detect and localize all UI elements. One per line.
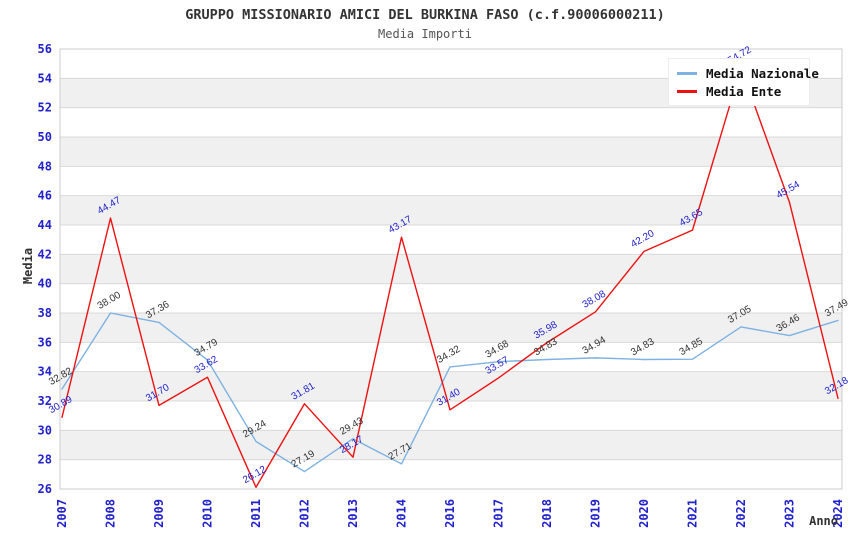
series-line-media-nazionale <box>61 312 839 473</box>
y-tick-label: 50 <box>38 130 52 144</box>
x-tick-label: 2013 <box>346 499 360 528</box>
y-axis-title: Media <box>21 247 35 285</box>
grid-band <box>60 401 842 431</box>
grid-band <box>60 283 842 313</box>
legend-swatch-media-ente-icon <box>677 89 697 93</box>
x-tick-label: 2008 <box>104 499 118 528</box>
legend-swatch-media-nazionale-icon <box>677 71 697 75</box>
x-tick-label: 2016 <box>443 499 457 528</box>
x-tick-label: 2022 <box>734 499 748 528</box>
y-tick-label: 32 <box>38 394 52 408</box>
x-tick-label: 2021 <box>686 499 700 528</box>
series-line-media-ente <box>61 67 839 488</box>
grid-band <box>60 137 842 167</box>
grid-band <box>60 459 842 489</box>
grid-band <box>60 313 842 343</box>
grid-band <box>60 195 842 225</box>
x-tick-label: 2012 <box>298 499 312 528</box>
legend-item-media-ente: Media Ente <box>677 82 809 100</box>
y-tick-label: 40 <box>38 277 52 291</box>
x-tick-label: 2019 <box>589 499 603 528</box>
y-tick-label: 36 <box>38 335 52 349</box>
y-tick-label: 26 <box>38 482 52 496</box>
y-tick-label: 42 <box>38 247 52 261</box>
legend-label-media-ente: Media Ente <box>706 83 782 99</box>
y-tick-label: 34 <box>38 365 52 379</box>
y-tick-label: 46 <box>38 189 52 203</box>
x-axis-title: Anno <box>809 514 838 528</box>
plot-border <box>59 48 843 490</box>
grid-band <box>60 254 842 284</box>
y-tick-label: 38 <box>38 306 52 320</box>
legend: Media Nazionale Media Ente <box>668 58 819 106</box>
legend-label-media-nazionale: Media Nazionale <box>706 65 819 81</box>
y-tick-label: 54 <box>38 71 52 85</box>
grid-band <box>60 225 842 255</box>
chart-subtitle: Media Importi <box>378 27 472 41</box>
y-tick-label: 56 <box>38 42 52 56</box>
y-tick-label: 28 <box>38 453 52 467</box>
grid-band <box>60 430 842 460</box>
x-tick-label: 2014 <box>395 499 409 528</box>
y-tick-label: 44 <box>38 218 52 232</box>
grid-band <box>60 107 842 137</box>
y-tick-label: 52 <box>38 101 52 115</box>
x-tick-label: 2011 <box>249 499 263 528</box>
chart-title: GRUPPO MISSIONARIO AMICI DEL BURKINA FAS… <box>185 7 665 23</box>
x-tick-label: 2018 <box>540 499 554 528</box>
x-tick-label: 2010 <box>201 499 215 528</box>
x-tick-label: 2020 <box>637 499 651 528</box>
x-tick-label: 2009 <box>152 499 166 528</box>
y-tick-label: 48 <box>38 159 52 173</box>
y-tick-label: 30 <box>38 423 52 437</box>
x-tick-label: 2017 <box>492 499 506 528</box>
grid-band <box>60 371 842 401</box>
x-tick-label: 2024 <box>831 499 845 528</box>
x-tick-label: 2007 <box>55 499 69 528</box>
legend-item-media-nazionale: Media Nazionale <box>677 64 819 82</box>
x-tick-label: 2023 <box>783 499 797 528</box>
grid-band <box>60 166 842 196</box>
